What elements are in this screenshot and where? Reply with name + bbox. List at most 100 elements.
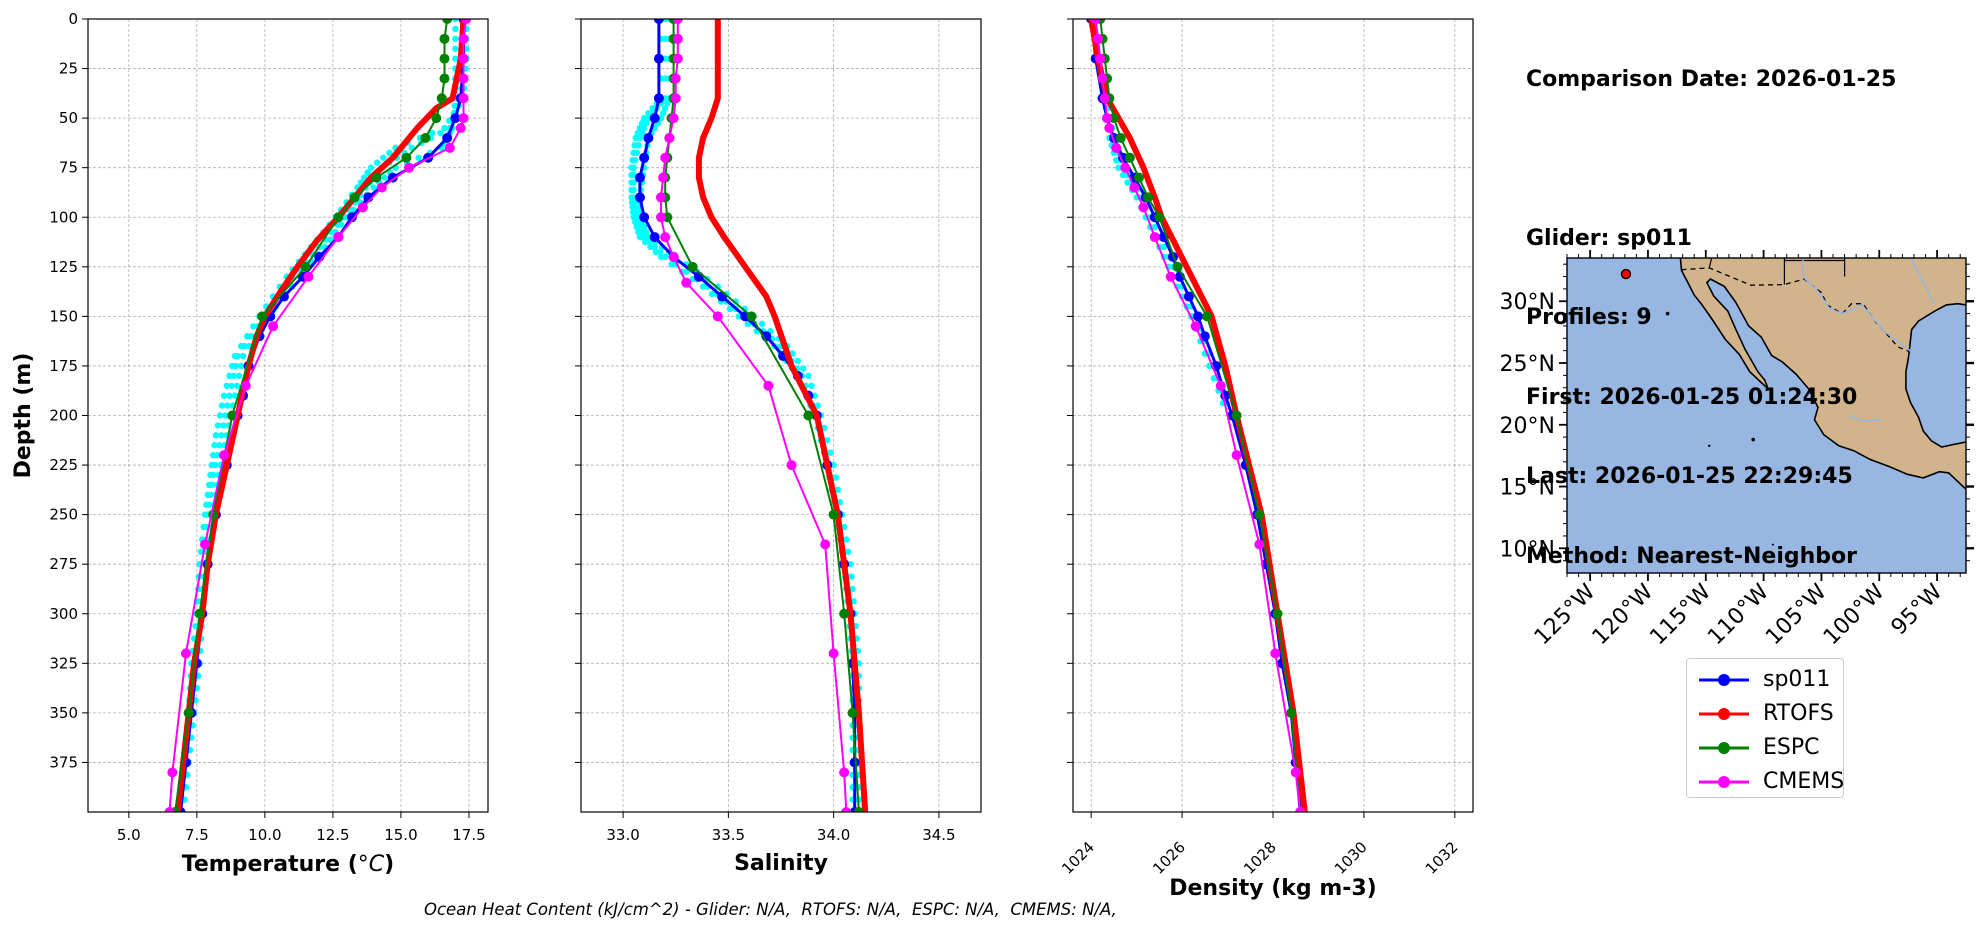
island-guadalupe xyxy=(1665,311,1670,316)
data-point xyxy=(849,757,860,768)
ytick-label: 175 xyxy=(49,357,78,375)
raw-point xyxy=(200,523,207,531)
data-point xyxy=(643,132,654,143)
raw-point xyxy=(437,129,444,137)
data-point xyxy=(681,277,692,288)
raw-point xyxy=(726,305,734,313)
raw-point xyxy=(628,194,635,201)
raw-point xyxy=(640,223,648,231)
raw-point xyxy=(415,154,422,161)
legend: sp011 RTOFS ESPC CMEMS xyxy=(1686,658,1844,798)
data-point xyxy=(357,202,368,213)
data-point xyxy=(1165,271,1176,282)
raw-point xyxy=(630,214,637,221)
data-point xyxy=(658,172,669,183)
data-point xyxy=(431,113,442,124)
data-point xyxy=(1124,152,1135,163)
xlabel-close: ) xyxy=(384,852,394,877)
raw-point xyxy=(218,402,226,409)
raw-point xyxy=(1160,243,1168,251)
ytick-label: 250 xyxy=(49,506,78,524)
data-point xyxy=(1102,113,1113,124)
data-point xyxy=(1111,142,1122,153)
data-point xyxy=(461,19,472,24)
data-point xyxy=(240,380,251,391)
data-point xyxy=(1231,450,1242,461)
data-point xyxy=(656,212,666,223)
data-point xyxy=(1095,53,1106,64)
xtick-label: 5.0 xyxy=(117,826,141,844)
xtick-label: 15.0 xyxy=(384,826,417,844)
raw-point xyxy=(226,372,233,380)
raw-point xyxy=(631,142,638,149)
raw-point xyxy=(629,204,636,211)
raw-point xyxy=(220,422,227,429)
data-point xyxy=(303,271,314,282)
raw-point xyxy=(657,253,665,261)
data-point xyxy=(167,767,178,778)
legend-marker-cmems xyxy=(1718,776,1730,788)
raw-point xyxy=(643,228,650,236)
data-point xyxy=(828,509,839,520)
data-point xyxy=(333,212,344,223)
data-point xyxy=(634,192,645,203)
xtick-label: 17.5 xyxy=(452,826,485,844)
raw-point xyxy=(659,109,667,117)
raw-point xyxy=(218,432,225,439)
data-point xyxy=(257,311,268,322)
data-point xyxy=(300,261,311,272)
raw-point xyxy=(633,223,640,231)
data-point xyxy=(841,807,852,812)
gridlines-salinity xyxy=(581,18,981,812)
data-point xyxy=(458,53,469,64)
data-point xyxy=(1193,311,1203,322)
xtick-label: 1030 xyxy=(1331,838,1371,878)
raw-point xyxy=(699,283,707,290)
ytick-label: 200 xyxy=(49,407,78,425)
data-point xyxy=(649,232,660,243)
ytick-label: 225 xyxy=(49,456,78,474)
raw-point xyxy=(647,243,654,251)
data-point xyxy=(1133,172,1144,183)
series-markers-cmems xyxy=(164,19,472,812)
data-point xyxy=(371,172,382,183)
raw-point xyxy=(243,333,251,340)
legend-marker-rtofs xyxy=(1718,708,1730,720)
legend-swatch-cmems xyxy=(1699,776,1749,788)
plot-area-temperature xyxy=(164,19,472,812)
xtick-label: 10.0 xyxy=(248,826,281,844)
raw-point xyxy=(373,159,381,166)
raw-point xyxy=(652,248,659,256)
raw-point xyxy=(662,105,669,112)
data-point xyxy=(853,807,864,812)
data-point xyxy=(1115,132,1126,143)
ytick-label: 0 xyxy=(68,10,78,28)
data-point xyxy=(1090,19,1101,24)
raw-point xyxy=(452,35,459,43)
xtick-label: 1026 xyxy=(1149,838,1189,878)
island-clarion xyxy=(1708,444,1711,447)
map-lat-label: 15°N xyxy=(1500,476,1555,501)
raw-point xyxy=(239,352,247,360)
raw-point xyxy=(628,179,635,186)
data-point xyxy=(1190,321,1201,332)
raw-point xyxy=(1151,223,1159,231)
raw-point xyxy=(668,261,675,268)
raw-point xyxy=(452,19,459,23)
raw-point xyxy=(1115,164,1122,171)
raw-point xyxy=(629,157,636,164)
raw-point xyxy=(827,449,834,456)
xtick-label: 1028 xyxy=(1240,838,1280,878)
raw-point xyxy=(250,323,257,330)
xlabel-unit: °C xyxy=(358,852,385,877)
raw-point xyxy=(237,342,245,350)
data-point xyxy=(668,251,679,262)
raw-point xyxy=(386,149,393,157)
raw-point xyxy=(211,442,218,449)
raw-point xyxy=(441,124,448,132)
data-point xyxy=(634,172,645,183)
data-point xyxy=(1270,648,1281,659)
data-point xyxy=(839,608,850,619)
raw-point xyxy=(642,238,649,246)
raw-point xyxy=(636,124,644,132)
